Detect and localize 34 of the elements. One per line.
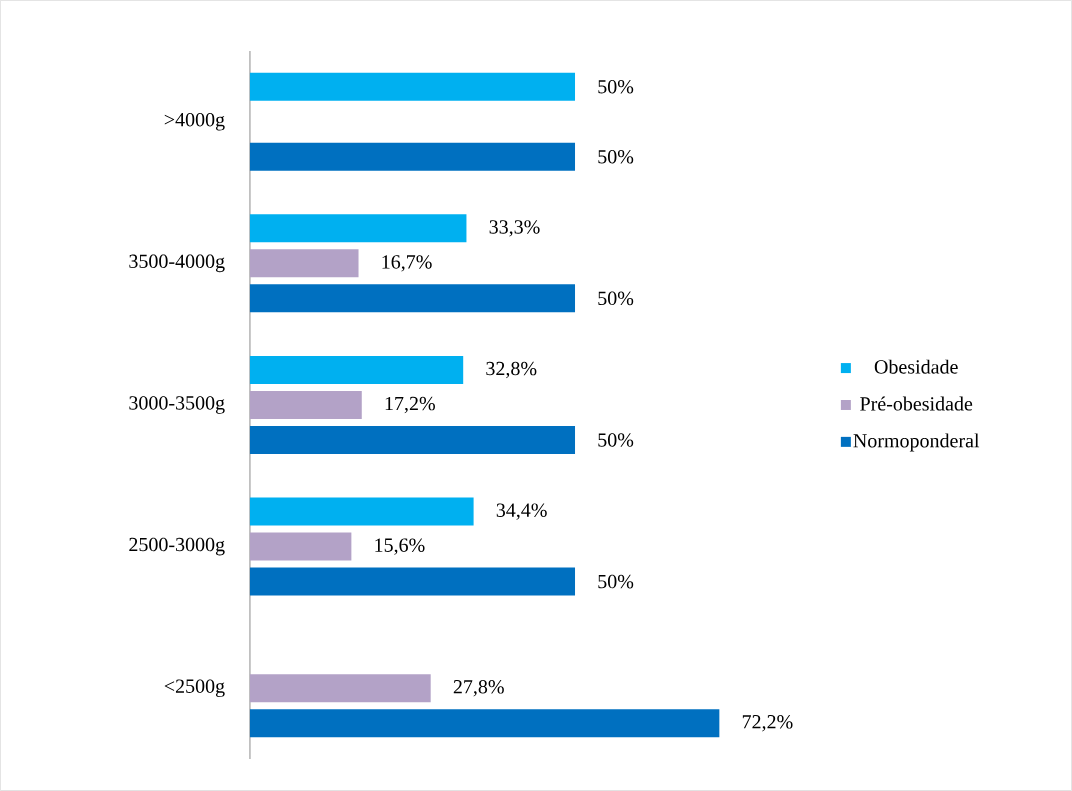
data-label: 50% (598, 149, 634, 164)
bar (249, 249, 359, 278)
bar (249, 214, 467, 243)
bar (249, 567, 576, 596)
bar (249, 426, 576, 455)
data-label: 50% (598, 433, 634, 447)
data-label: 27,8% (453, 680, 504, 697)
data-label: 33,3% (489, 220, 540, 237)
data-label: 34,4% (496, 503, 547, 520)
bar (249, 284, 576, 313)
y-tick-label: 3500-4000g (129, 254, 225, 273)
y-tick-label: 3000-3500g (129, 396, 225, 414)
data-label: 72,2% (742, 715, 793, 732)
bar (249, 391, 362, 419)
data-label: 17,2% (385, 396, 435, 414)
legend-label: Obesidade (874, 359, 958, 374)
y-tick-label: <2500g (164, 679, 225, 698)
data-label: 32,8% (486, 361, 537, 379)
y-tick-label: 2500-3000g (129, 537, 225, 556)
bar (249, 674, 431, 703)
bar (249, 72, 576, 101)
data-label: 50% (598, 79, 634, 94)
data-label: 15,6% (375, 538, 425, 555)
data-label: 16,7% (382, 255, 432, 272)
y-tick-label: >4000g (164, 112, 225, 131)
bar (249, 497, 474, 526)
bar (249, 355, 464, 384)
legend-label: Pré-obesidade (860, 396, 973, 411)
bar (249, 709, 720, 738)
legend-label: Normoponderal (853, 433, 980, 452)
data-label: 50% (598, 291, 634, 306)
data-label: 50% (598, 574, 634, 589)
bar (249, 142, 576, 171)
bar (249, 532, 352, 561)
